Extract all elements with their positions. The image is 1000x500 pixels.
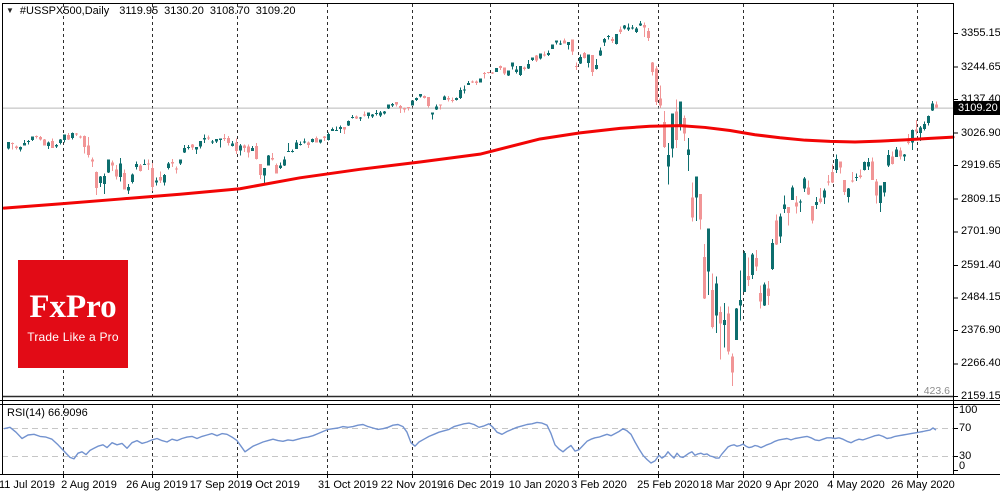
panel-borders xyxy=(0,3,1000,478)
date-axis-label: 22 Nov 2019 xyxy=(380,479,444,491)
date-axis-label: 11 Jul 2019 xyxy=(0,479,56,491)
rsi-level-lines xyxy=(2,428,953,457)
price-axis-label: 2159.15 xyxy=(961,390,1000,402)
date-axis-label: 2 Aug 2019 xyxy=(61,479,117,491)
date-axis-label: 9 Apr 2020 xyxy=(765,479,819,491)
current-price-tag: 3109.20 xyxy=(954,101,1000,115)
price-axis-label: 2376.90 xyxy=(961,323,1000,336)
time-gridlines xyxy=(63,4,918,474)
high-value: 3130.20 xyxy=(164,5,204,17)
fxpro-logo-tagline: Trade Like a Pro xyxy=(27,330,119,344)
low-value: 3108.70 xyxy=(209,5,250,17)
rsi-axis-label: 100 xyxy=(959,404,978,416)
fxpro-logo-title: FxPro xyxy=(29,289,117,325)
price-axis-label: 2484.15 xyxy=(961,291,1000,304)
price-axis-label: 3355.15 xyxy=(961,27,1000,39)
date-axis-label: 26 Aug 2019 xyxy=(126,479,188,491)
collapse-chart-icon[interactable]: ▼ xyxy=(6,6,14,15)
price-axis-label: 2591.40 xyxy=(961,258,1000,271)
date-axis-label: 3 Feb 2020 xyxy=(571,479,627,491)
price-axis-label: 2266.40 xyxy=(961,357,1000,370)
fxpro-logo: FxPro Trade Like a Pro xyxy=(18,260,128,368)
moving-average-line xyxy=(2,124,955,210)
price-axis-label: 3244.65 xyxy=(961,60,1000,73)
rsi-axis-label: 30 xyxy=(959,450,972,462)
rsi-axis-label: 0 xyxy=(959,460,966,472)
date-axis-label: 25 Feb 2020 xyxy=(637,479,699,491)
fib-level-label: 423.6 xyxy=(923,385,950,397)
candlesticks xyxy=(7,21,938,387)
date-axis-label: 17 Sep 2019 xyxy=(189,479,253,491)
rsi-axis-label: 70 xyxy=(959,422,972,434)
price-axis-label: 2919.65 xyxy=(961,159,1000,172)
rsi-indicator-label: RSI(14) 66.9096 xyxy=(7,407,88,419)
open-value: 3119.95 xyxy=(119,5,159,17)
price-axis-label: 2701.90 xyxy=(961,225,1000,238)
date-axis-label: 10 Jan 2020 xyxy=(508,479,570,491)
date-axis-label: 9 Oct 2019 xyxy=(246,479,300,491)
price-axis-label: 2809.15 xyxy=(961,192,1000,205)
symbol-ohlc-header: ▼ #USSPX500,Daily 3119.95 3130.20 3108.70 310… xyxy=(6,5,301,17)
date-axis-label: 31 Oct 2019 xyxy=(318,479,378,491)
date-axis-label: 26 May 2020 xyxy=(891,479,955,491)
date-axis-label: 16 Dec 2019 xyxy=(441,479,505,491)
price-axis-label: 3026.90 xyxy=(961,126,1000,139)
close-value: 3109.20 xyxy=(255,5,296,17)
rsi-line xyxy=(3,421,937,464)
symbol-label: #USSPX500,Daily xyxy=(19,5,110,17)
date-axis-label: 4 May 2020 xyxy=(827,479,885,491)
date-axis-label: 18 Mar 2020 xyxy=(700,479,762,491)
